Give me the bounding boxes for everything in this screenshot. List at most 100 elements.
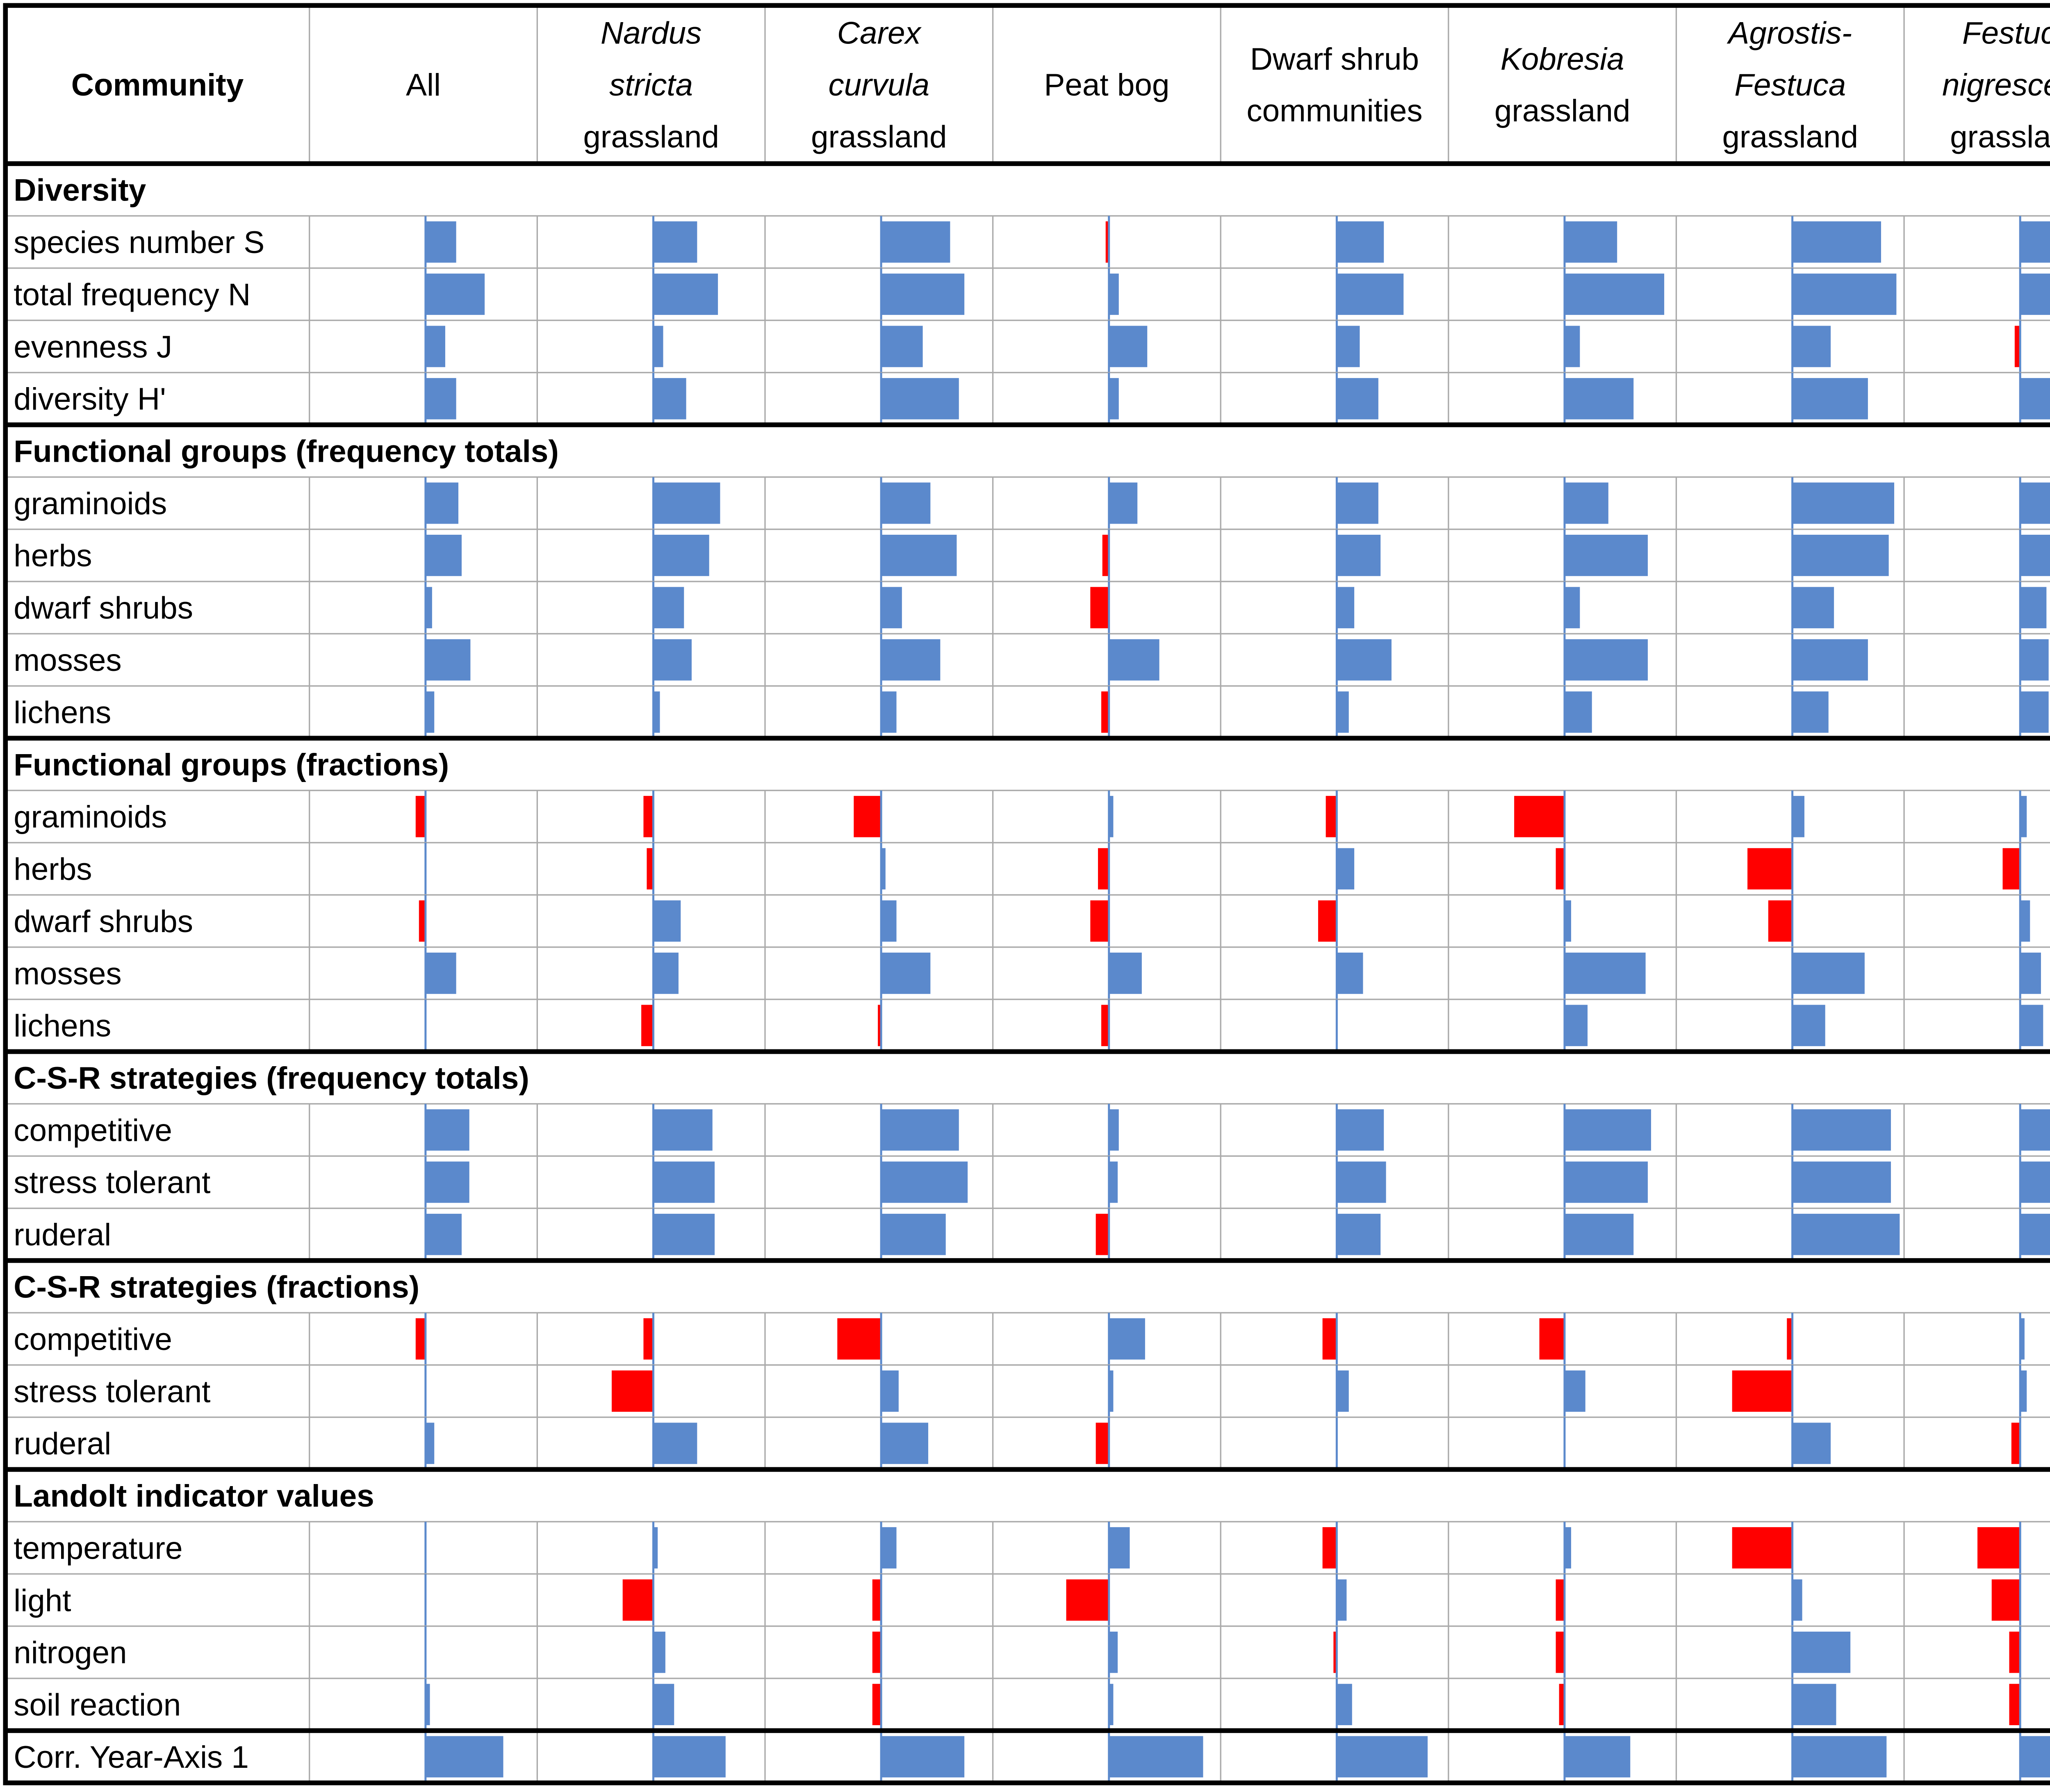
bar bbox=[1792, 1423, 1831, 1464]
row-label: graminoids bbox=[14, 800, 167, 834]
bar bbox=[1792, 535, 1889, 576]
bar bbox=[1747, 848, 1793, 890]
bar bbox=[643, 796, 654, 837]
bar bbox=[872, 1579, 882, 1621]
column-header: grassland bbox=[583, 119, 719, 154]
bar bbox=[1337, 1161, 1386, 1203]
bar bbox=[1337, 639, 1392, 681]
bar bbox=[1109, 1736, 1203, 1778]
bar bbox=[1564, 221, 1617, 263]
bar bbox=[415, 1318, 426, 1360]
bar bbox=[1322, 1527, 1337, 1569]
bar bbox=[1109, 326, 1148, 367]
row-label: ruderal bbox=[14, 1217, 111, 1252]
bar bbox=[1337, 1736, 1428, 1778]
bar bbox=[1792, 1109, 1891, 1151]
section-title: C-S-R strategies (fractions) bbox=[14, 1270, 419, 1305]
bar bbox=[1102, 535, 1109, 576]
row-label: graminoids bbox=[14, 486, 167, 521]
column-header: grassland bbox=[811, 119, 947, 154]
bar bbox=[1066, 1579, 1109, 1621]
bar bbox=[2020, 900, 2030, 942]
bar bbox=[1792, 221, 1881, 263]
bar bbox=[1337, 1579, 1347, 1621]
bar bbox=[1792, 1161, 1891, 1203]
bar bbox=[2020, 274, 2050, 315]
column-header: Festuca bbox=[1962, 16, 2050, 51]
bar bbox=[881, 378, 959, 420]
column-header: grassland bbox=[1494, 93, 1631, 128]
bar bbox=[1337, 274, 1404, 315]
bar bbox=[1564, 274, 1665, 315]
row-label: temperature bbox=[14, 1531, 182, 1566]
bar bbox=[1109, 1527, 1130, 1569]
bar bbox=[1792, 1736, 1887, 1778]
bar bbox=[425, 482, 458, 524]
column-header: stricta bbox=[609, 68, 693, 103]
bar bbox=[2020, 691, 2049, 733]
bar bbox=[881, 1161, 968, 1203]
section-title: Functional groups (frequency totals) bbox=[14, 434, 559, 469]
bar bbox=[415, 796, 426, 837]
bar bbox=[1109, 482, 1138, 524]
bar bbox=[881, 1736, 965, 1778]
bar bbox=[622, 1579, 654, 1621]
bar bbox=[425, 535, 462, 576]
bar bbox=[1564, 1109, 1651, 1151]
bar bbox=[1109, 1161, 1118, 1203]
column-header: Nardus bbox=[601, 16, 702, 51]
bar bbox=[1768, 900, 1793, 942]
bar bbox=[1109, 274, 1119, 315]
bar bbox=[653, 587, 684, 629]
row-label: ruderal bbox=[14, 1427, 111, 1461]
row-label: dwarf shrubs bbox=[14, 591, 193, 626]
bar bbox=[1556, 848, 1565, 890]
bar bbox=[1337, 221, 1384, 263]
bar bbox=[881, 587, 902, 629]
bar bbox=[653, 535, 709, 576]
bar bbox=[881, 221, 950, 263]
bar bbox=[1337, 848, 1355, 890]
column-header: nigrescens bbox=[1942, 68, 2050, 103]
bar bbox=[2020, 953, 2041, 994]
bar bbox=[1109, 1318, 1145, 1360]
bar bbox=[878, 1005, 882, 1046]
bar bbox=[1792, 1631, 1851, 1673]
row-label: lichens bbox=[14, 695, 111, 730]
bar bbox=[1564, 639, 1648, 681]
bar bbox=[2020, 1005, 2043, 1046]
bar bbox=[1101, 1005, 1109, 1046]
row-label: herbs bbox=[14, 852, 92, 887]
row-label: total frequency N bbox=[14, 277, 251, 312]
bar bbox=[1792, 274, 1897, 315]
table-border bbox=[3, 3, 2050, 1785]
row-label: mosses bbox=[14, 643, 121, 678]
bar bbox=[1105, 221, 1109, 263]
bar bbox=[425, 1161, 469, 1203]
bar bbox=[653, 1736, 726, 1778]
bar bbox=[1564, 1527, 1572, 1569]
section-title: Functional groups (fractions) bbox=[14, 748, 449, 782]
bar bbox=[1792, 378, 1868, 420]
bar bbox=[653, 639, 692, 681]
bar bbox=[1564, 900, 1572, 942]
bar bbox=[425, 378, 456, 420]
bar bbox=[425, 587, 432, 629]
bar bbox=[425, 1736, 503, 1778]
row-label: soil reaction bbox=[14, 1688, 181, 1723]
bar bbox=[1792, 639, 1868, 681]
bar bbox=[2002, 848, 2020, 890]
bar bbox=[1337, 482, 1378, 524]
section-title: C-S-R strategies (frequency totals) bbox=[14, 1061, 529, 1096]
row-label: dwarf shrubs bbox=[14, 904, 193, 939]
bar bbox=[1792, 953, 1865, 994]
bar bbox=[1337, 953, 1363, 994]
bar bbox=[653, 326, 663, 367]
bar bbox=[653, 1684, 674, 1726]
bar bbox=[2020, 535, 2050, 576]
bar bbox=[881, 691, 897, 733]
bar bbox=[1792, 1005, 1825, 1046]
row-label: evenness J bbox=[14, 330, 172, 365]
